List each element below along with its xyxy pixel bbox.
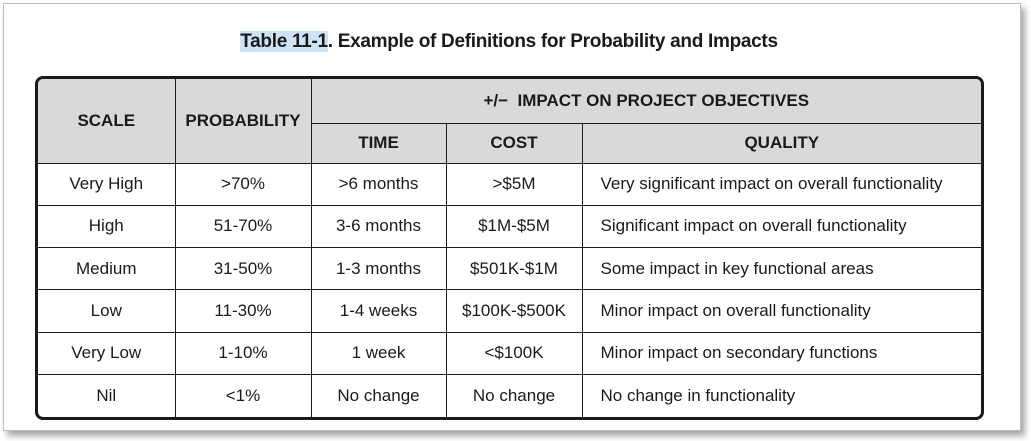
table-row: Very High >70% >6 months >$5M Very significa…: [38, 162, 981, 206]
table-container: SCALE PROBABILITY +/− IMPACT ON PROJECT …: [35, 76, 984, 420]
table-caption: Table 11-1. Example of Definitions for P…: [4, 31, 1014, 53]
table-row: Nil <1% No change No change No change in fun…: [38, 374, 981, 417]
cell-time: No change: [310, 374, 447, 417]
caption-highlight: Table 11-1: [240, 31, 328, 52]
cell-time: >6 months: [310, 162, 447, 206]
cell-scale: Nil: [38, 374, 176, 417]
figure-frame: Table 11-1. Example of Definitions for P…: [3, 3, 1021, 431]
cell-cost: <$100K: [445, 331, 583, 376]
cell-scale: Very High: [38, 162, 176, 206]
cell-quality: Minor impact on overall functionality: [581, 289, 981, 333]
header-cost: COST: [445, 122, 583, 164]
header-probability: PROBABILITY: [174, 79, 312, 164]
cell-time: 1 week: [310, 331, 447, 376]
cell-probability: >70%: [174, 162, 312, 206]
cell-cost: $100K-$500K: [445, 289, 583, 333]
cell-cost: $1M-$5M: [445, 204, 583, 249]
cell-quality: Some impact in key functional areas: [581, 247, 981, 291]
table-body: Very High >70% >6 months >$5M Very significa…: [38, 162, 981, 417]
table-row: Medium 31-50% 1-3 months $501K-$1M Some impa…: [38, 247, 981, 291]
cell-scale: High: [38, 204, 176, 249]
header-row: SCALE PROBABILITY +/− IMPACT ON PROJECT …: [38, 79, 981, 164]
cell-probability: 31-50%: [174, 247, 312, 291]
cell-probability: 51-70%: [174, 204, 312, 249]
cell-scale: Medium: [38, 247, 176, 291]
table-row: Low 11-30% 1-4 weeks $100K-$500K Minor impac…: [38, 289, 981, 333]
cell-time: 1-3 months: [310, 247, 447, 291]
probability-impact-table: SCALE PROBABILITY +/− IMPACT ON PROJECT …: [38, 79, 981, 417]
table-row: Very Low 1-10% 1 week <$100K Minor impact on…: [38, 331, 981, 376]
cell-time: 3-6 months: [310, 204, 447, 249]
cell-probability: 11-30%: [174, 289, 312, 333]
cell-cost: >$5M: [445, 162, 583, 206]
header-impact-group: +/− IMPACT ON PROJECT OBJECTIVES: [310, 79, 981, 124]
table-row: High 51-70% 3-6 months $1M-$5M Significant i…: [38, 204, 981, 249]
cell-cost: $501K-$1M: [445, 247, 583, 291]
cell-scale: Very Low: [38, 331, 176, 376]
cell-quality: Significant impact on overall functional…: [581, 204, 981, 249]
header-scale: SCALE: [38, 79, 176, 164]
header-quality: QUALITY: [581, 122, 981, 164]
header-time: TIME: [311, 122, 447, 164]
cell-quality: No change in functionality: [581, 374, 981, 417]
cell-probability: <1%: [174, 374, 312, 417]
cell-quality: Very significant impact on overall funct…: [581, 162, 981, 206]
cell-quality: Minor impact on secondary functions: [581, 331, 981, 376]
cell-probability: 1-10%: [174, 331, 312, 376]
cell-cost: No change: [445, 374, 583, 417]
cell-scale: Low: [38, 289, 176, 333]
caption-text: . Example of Definitions for Probability…: [327, 31, 778, 52]
cell-time: 1-4 weeks: [310, 289, 447, 333]
